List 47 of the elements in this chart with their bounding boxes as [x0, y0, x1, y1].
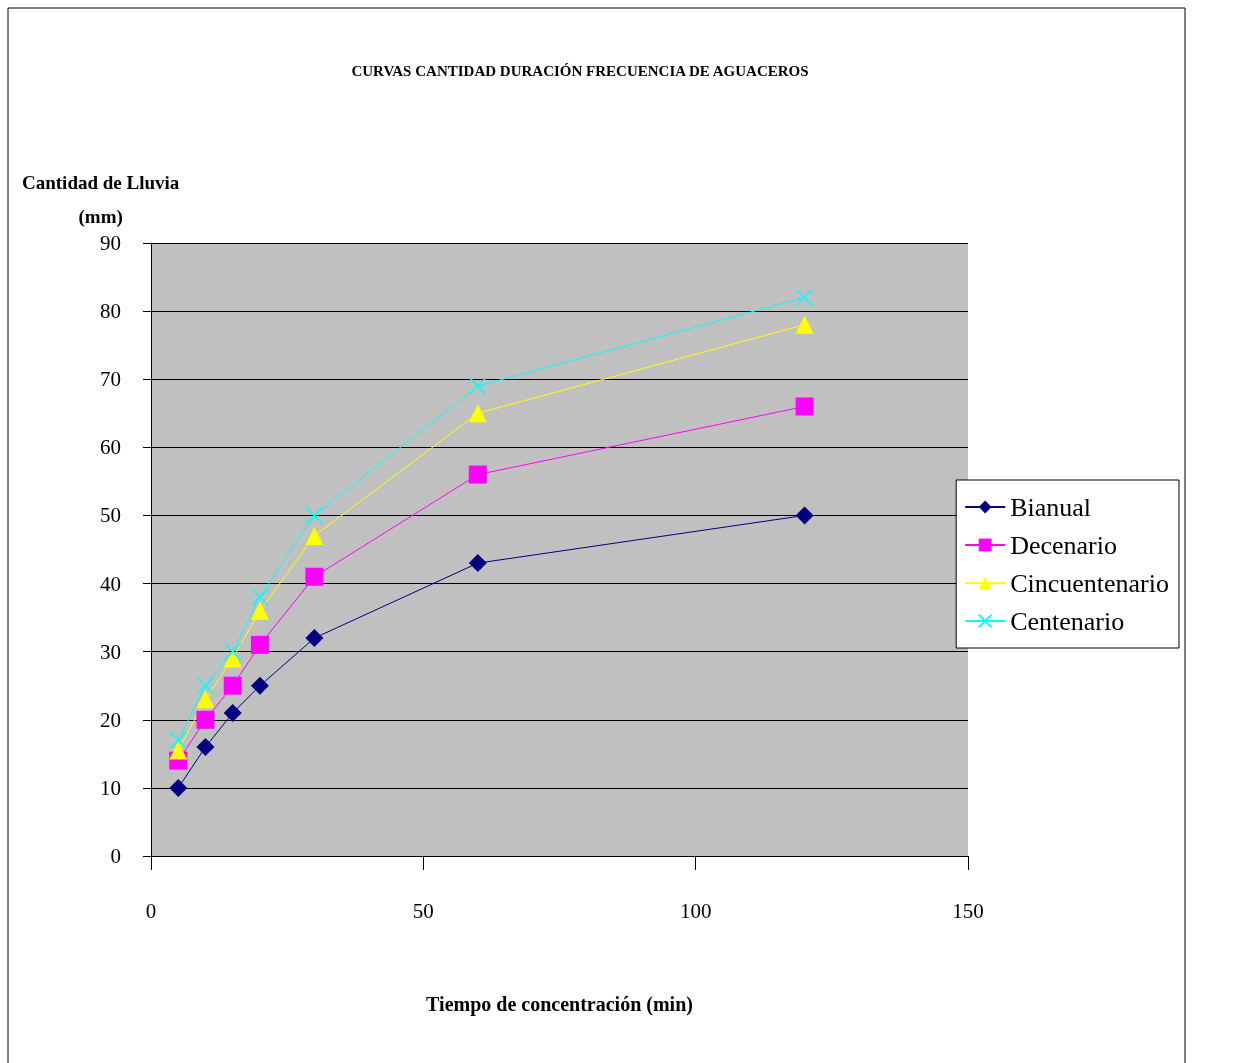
point [468, 465, 487, 484]
point [795, 506, 814, 525]
y-tick-label: 30 [100, 639, 121, 664]
point [169, 731, 187, 749]
point [196, 738, 215, 757]
legend-label: Cincuentenario [1010, 568, 1170, 598]
y-tick-label: 40 [100, 571, 121, 596]
point [251, 588, 269, 606]
point [795, 288, 814, 307]
legend-label: Decenario [1010, 530, 1117, 560]
point [169, 741, 188, 760]
legend-label: Centenario [1010, 606, 1125, 636]
y-tick-label: 60 [100, 435, 121, 460]
y-tick-label: 70 [100, 367, 121, 392]
x-tick-label: 50 [412, 898, 434, 923]
point [196, 676, 215, 695]
point [169, 778, 188, 797]
point [223, 676, 242, 695]
point [305, 629, 324, 648]
y-tick-label: 10 [100, 775, 121, 800]
y-tick-label: 0 [110, 844, 121, 868]
point [305, 567, 324, 586]
point [468, 554, 487, 573]
y-axis-title: Cantidad de Lluvia (mm) [22, 171, 180, 228]
legend-label: Bianual [1010, 492, 1092, 522]
y-tick-label: 20 [100, 707, 121, 732]
point [250, 635, 269, 654]
point [196, 690, 215, 709]
y-tick-label: 90 [100, 231, 121, 255]
x-axis-title: Tiempo de concentración (min) [426, 993, 693, 1016]
point [196, 710, 215, 729]
x-tick-label: 0 [145, 898, 157, 923]
x-tick-label: 150 [952, 898, 984, 923]
point [795, 397, 814, 416]
point [795, 315, 814, 334]
point [305, 506, 324, 525]
point [223, 642, 242, 661]
y-tick-label: 50 [100, 503, 121, 528]
point [250, 676, 269, 695]
point [223, 703, 242, 722]
y-tick-label: 80 [100, 299, 121, 324]
x-tick-label: 100 [679, 898, 712, 923]
point [468, 404, 487, 423]
point [469, 377, 487, 395]
chart-title: CURVAS CANTIDAD DURACIÓN FRECUENCIA DE AGUACEROS [351, 62, 809, 79]
point [305, 526, 324, 545]
point [250, 601, 269, 620]
